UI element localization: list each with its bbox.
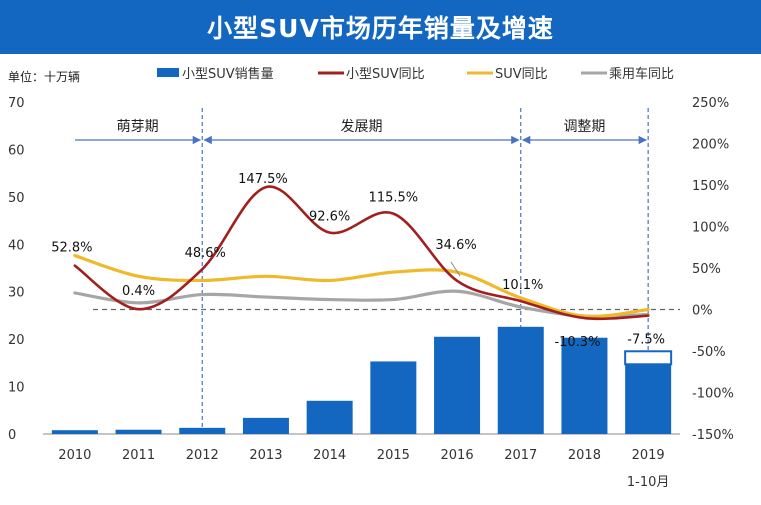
phase-label: 发展期 <box>341 119 383 135</box>
x-tick-label: 2015 <box>377 448 410 463</box>
x-tick-label: 2016 <box>441 448 474 463</box>
bar-2011 <box>115 429 162 434</box>
phase-annotations: 萌芽期 发展期 调整期 <box>75 108 649 434</box>
data-label-2012: 48.6% <box>185 246 226 261</box>
bar-series <box>51 326 673 434</box>
data-label-2018: -10.3% <box>554 335 600 350</box>
data-label-2011: 0.4% <box>122 284 155 299</box>
bar-2017 <box>497 326 544 434</box>
y-left-tick-label: 10 <box>8 381 25 396</box>
line-series-1 <box>73 185 650 321</box>
bar-2018 <box>561 337 608 434</box>
bar-2014 <box>306 400 353 434</box>
legend-label-3: 乘用车同比 <box>609 66 674 82</box>
line-series-2 <box>73 253 650 319</box>
legend-label-2: SUV同比 <box>495 67 548 82</box>
y-left-tick-label: 0 <box>8 428 16 443</box>
data-label-2010: 52.8% <box>51 241 92 256</box>
bar-2015 <box>370 361 417 434</box>
data-label-2013: 147.5% <box>238 172 288 187</box>
unit-label: 单位：十万辆 <box>8 69 80 84</box>
data-label-2019: -7.5% <box>627 333 665 348</box>
legend-label-1: 小型SUV同比 <box>346 67 425 82</box>
y-right-tick-label: 0% <box>692 304 713 319</box>
phase-label: 调整期 <box>563 119 605 135</box>
y-left-tick-label: 20 <box>8 333 25 348</box>
y-right-tick-label: -100% <box>692 387 734 402</box>
y-right-tick-label: -50% <box>692 345 726 360</box>
y-left-tick-label: 30 <box>8 286 25 301</box>
bar-2019 <box>625 364 672 434</box>
data-label-2016: 34.6% <box>435 238 476 253</box>
label-leader-line <box>450 261 461 277</box>
x-tick-label: 2013 <box>249 448 282 463</box>
y-right-tick-label: 150% <box>692 179 729 194</box>
axes: 0 10 20 30 40 50 60 70 -150% -100% -50% 0% 50% 100% 15… <box>8 96 734 490</box>
data-label-2017: 10.1% <box>502 278 543 293</box>
bar-2019-outline <box>624 350 673 366</box>
line-series <box>73 185 650 321</box>
y-left-tick-label: 40 <box>8 238 25 253</box>
data-labels: 52.8% 0.4% 48.6% 147.5% 92.6% 115.5% 34.6% 10.1… <box>51 172 665 350</box>
x-tick-label: 2019 <box>632 448 665 463</box>
bar-2013 <box>242 417 289 434</box>
data-label-2014: 92.6% <box>309 210 350 225</box>
y-right-tick-label: 200% <box>692 138 729 153</box>
chart-title: 小型SUV市场历年销量及增速 <box>207 14 554 43</box>
y-right-tick-label: 100% <box>692 221 729 236</box>
phase-label: 萌芽期 <box>117 119 159 135</box>
title-bar: 小型SUV市场历年销量及增速 <box>0 0 761 54</box>
bar-2016 <box>434 336 481 434</box>
legend-swatch-0 <box>157 68 179 77</box>
bar-2010 <box>51 430 98 434</box>
legend: 小型SUV销售量 小型SUV同比 SUV同比 乘用车同比 <box>157 66 674 82</box>
x-tick-label: 2018 <box>568 448 601 463</box>
y-left-tick-label: 50 <box>8 191 25 206</box>
y-right-tick-label: -150% <box>692 428 734 443</box>
y-left-tick-label: 70 <box>8 96 25 111</box>
x-tick-label: 2012 <box>186 448 219 463</box>
x-tick-label: 2011 <box>122 448 155 463</box>
x-tick-label: 2017 <box>504 448 537 463</box>
x-tick-label: 2010 <box>58 448 91 463</box>
bar-2012 <box>179 427 226 434</box>
y-left-tick-label: 60 <box>8 143 25 158</box>
y-right-tick-label: 250% <box>692 96 729 111</box>
data-label-2015: 115.5% <box>369 191 419 206</box>
y-right-tick-label: 50% <box>692 262 721 277</box>
legend-label-0: 小型SUV销售量 <box>182 66 274 82</box>
x-tick-sublabel: 1-10月 <box>627 475 670 490</box>
x-tick-label: 2014 <box>313 448 346 463</box>
